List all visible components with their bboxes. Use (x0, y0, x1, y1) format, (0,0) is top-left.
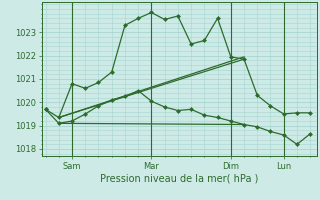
X-axis label: Pression niveau de la mer( hPa ): Pression niveau de la mer( hPa ) (100, 173, 258, 183)
